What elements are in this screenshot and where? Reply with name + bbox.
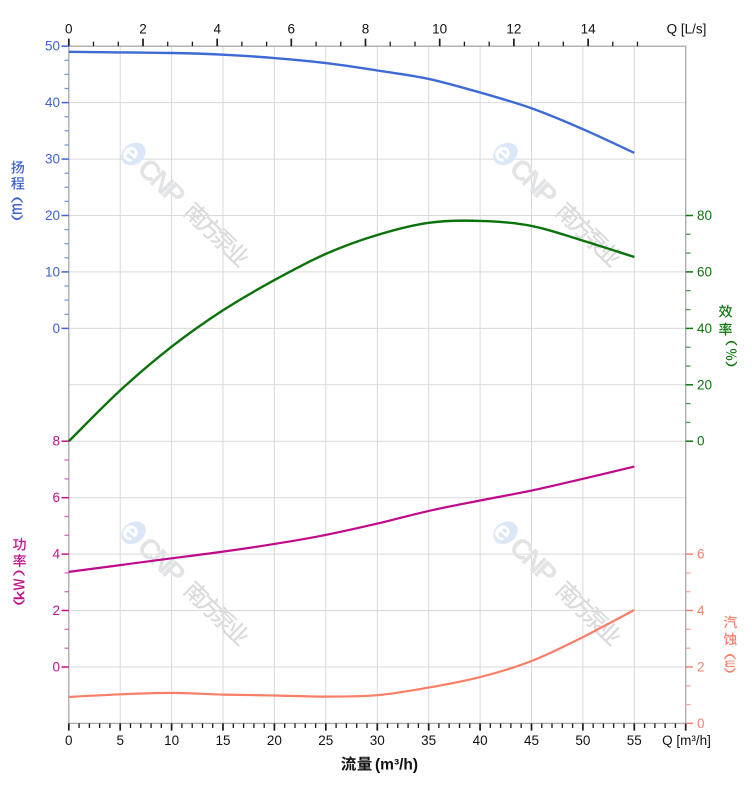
svg-text:50: 50	[45, 39, 60, 54]
svg-text:2: 2	[52, 603, 60, 618]
svg-text:4: 4	[697, 603, 705, 618]
svg-text:12: 12	[506, 22, 521, 37]
svg-text:20: 20	[697, 377, 712, 392]
svg-text:40: 40	[473, 733, 488, 748]
svg-text:Q [L/s]: Q [L/s]	[667, 22, 707, 37]
svg-text:10: 10	[432, 22, 447, 37]
svg-text:35: 35	[421, 733, 436, 748]
svg-text:Q [m³/h]: Q [m³/h]	[662, 733, 711, 748]
svg-text:20: 20	[267, 733, 282, 748]
svg-text:4: 4	[213, 22, 221, 37]
svg-text:20: 20	[45, 208, 60, 223]
svg-text:25: 25	[318, 733, 333, 748]
svg-text:10: 10	[45, 264, 60, 279]
svg-text:30: 30	[45, 152, 60, 167]
svg-text:0: 0	[697, 716, 705, 731]
svg-text:8: 8	[52, 434, 60, 449]
svg-text:0: 0	[65, 22, 73, 37]
svg-text:2: 2	[139, 22, 147, 37]
svg-text:4: 4	[52, 547, 60, 562]
svg-text:0: 0	[697, 434, 705, 449]
svg-text:(m³/h): (m³/h)	[375, 757, 418, 774]
svg-text:50: 50	[575, 733, 590, 748]
svg-text:14: 14	[581, 22, 597, 37]
svg-text:40: 40	[697, 321, 712, 336]
svg-text:0: 0	[52, 321, 60, 336]
svg-text:6: 6	[288, 22, 296, 37]
svg-text:55: 55	[627, 733, 642, 748]
svg-text:40: 40	[45, 95, 60, 110]
svg-text:45: 45	[524, 733, 539, 748]
svg-text:6: 6	[52, 490, 60, 505]
svg-text:15: 15	[215, 733, 230, 748]
svg-text:30: 30	[370, 733, 385, 748]
svg-text:10: 10	[164, 733, 179, 748]
svg-text:60: 60	[697, 264, 712, 279]
svg-text:0: 0	[52, 660, 60, 675]
svg-text:6: 6	[697, 547, 705, 562]
svg-text:5: 5	[116, 733, 124, 748]
svg-text:8: 8	[362, 22, 370, 37]
svg-text:80: 80	[697, 208, 712, 223]
svg-text:0: 0	[65, 733, 73, 748]
svg-text:2: 2	[697, 660, 705, 675]
